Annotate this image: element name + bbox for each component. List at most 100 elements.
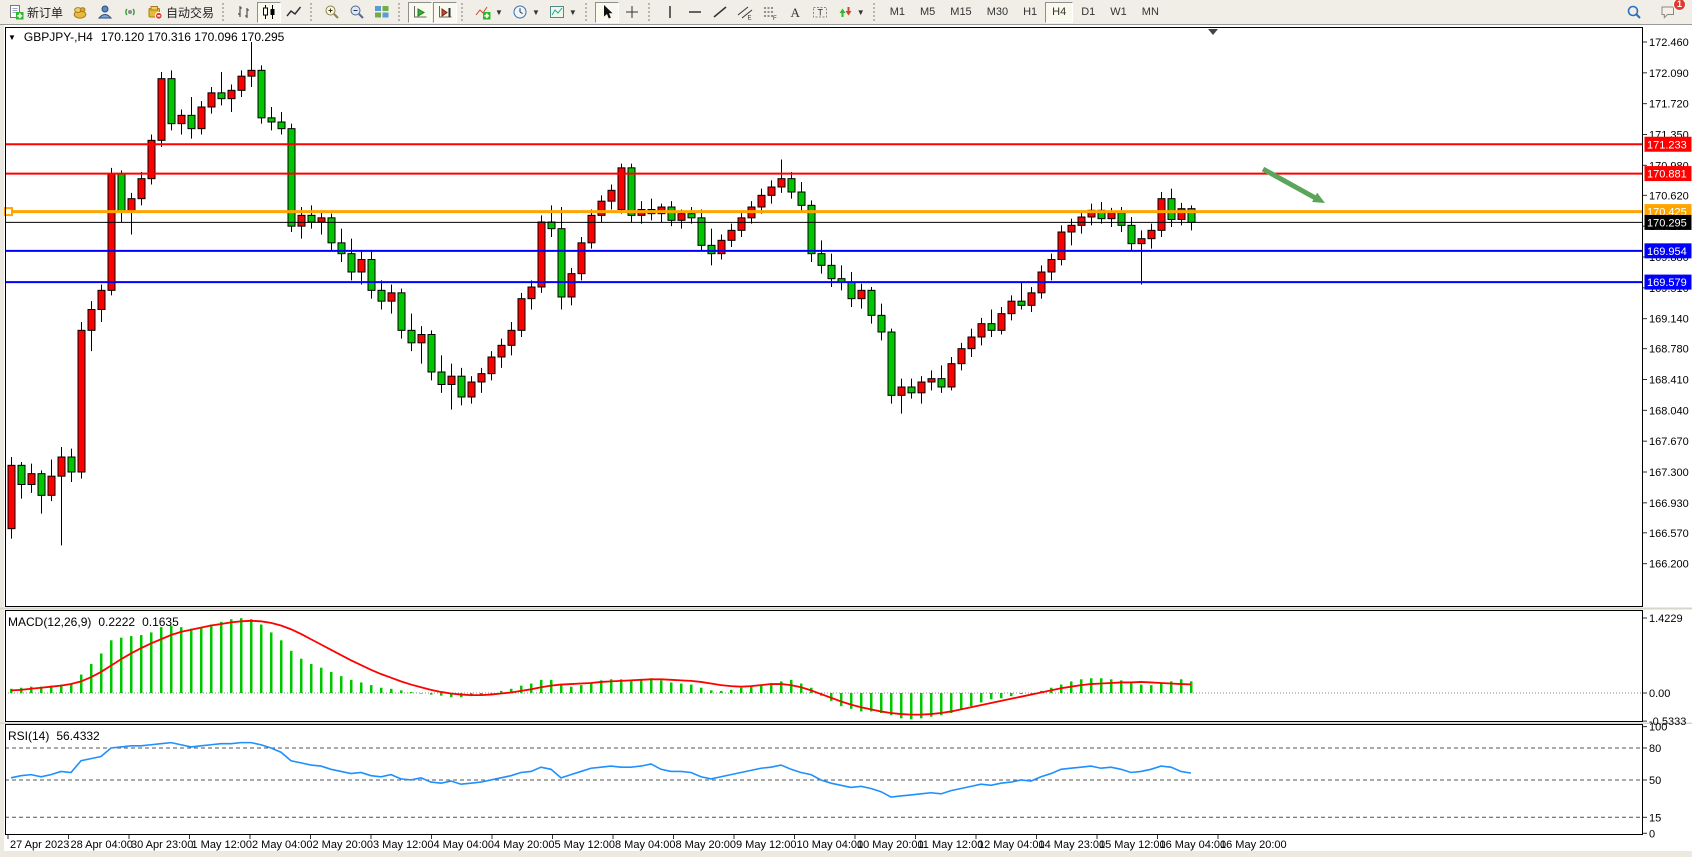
macd-bar [380, 687, 383, 693]
toolbar-button-notifications[interactable]: 1 [1656, 0, 1686, 23]
macd-bar [1160, 683, 1163, 693]
toolbar-button-trendline[interactable] [708, 2, 732, 23]
toolbar-button-profile[interactable] [93, 2, 117, 23]
toolbar-button-arrows[interactable]: ▼ [833, 2, 869, 23]
toolbar-button-w1[interactable]: W1 [1103, 2, 1134, 23]
toolbar-button-text[interactable]: A [783, 2, 807, 23]
toolbar-button-bar-chart[interactable] [232, 2, 256, 23]
candle-body [467, 381, 476, 398]
rsi-label: RSI(14) 56.4332 [8, 729, 100, 743]
bar-chart-icon [236, 4, 252, 20]
macd-pane-background [5, 610, 1643, 722]
time-axis-label: 10 May 20:00 [857, 839, 924, 851]
toolbar-separator [398, 3, 404, 21]
chevron-down-icon[interactable]: ▼ [856, 7, 865, 17]
toolbar-button-horizontal-line[interactable] [683, 2, 707, 23]
arrow-annotation[interactable] [1261, 166, 1325, 203]
toolbar-button-vertical-line[interactable] [658, 2, 682, 23]
macd-bar [110, 640, 113, 693]
macd-bar [850, 693, 853, 709]
chevron-down-icon[interactable]: ▼ [8, 32, 16, 42]
toolbar-button-m30[interactable]: M30 [980, 2, 1015, 23]
price-axis-label: 170.620 [1649, 190, 1689, 202]
candle-body [1077, 216, 1086, 226]
toolbar-button-h1[interactable]: H1 [1016, 2, 1044, 23]
macd-bar [350, 679, 353, 693]
candle-body [807, 204, 816, 255]
candle-body [17, 464, 26, 486]
candles [7, 42, 1196, 546]
macd-bar [870, 693, 873, 712]
chevron-down-icon[interactable]: ▼ [531, 7, 540, 17]
toolbar-button-zoom-out[interactable] [345, 2, 369, 23]
toolbar-button-label: M1 [889, 6, 905, 18]
arrow-shaft[interactable] [1261, 166, 1321, 203]
macd-bar [450, 693, 453, 698]
macd-bar [180, 627, 183, 693]
candle-body [607, 189, 616, 202]
macd-bar [390, 688, 393, 693]
candle-body [487, 356, 496, 375]
candle-body [447, 375, 456, 385]
hline-drag-handle[interactable] [4, 207, 13, 217]
toolbar-button-new-order[interactable]: 新订单 [4, 2, 67, 23]
macd-bar [1010, 693, 1013, 697]
toolbar-button-chart-shift[interactable] [433, 1, 458, 23]
candle-body [217, 92, 226, 100]
candle-body [947, 363, 956, 388]
candle-body [1167, 198, 1176, 221]
macd-axis-label: -0.5333 [1649, 716, 1686, 728]
toolbar-button-m15[interactable]: M15 [943, 2, 978, 23]
toolbar-button-label: H4 [1052, 6, 1067, 18]
candle-body [1057, 231, 1066, 260]
toolbar-button-auto-scroll[interactable] [408, 1, 433, 23]
macd-bar [360, 682, 363, 693]
candle-body [367, 259, 376, 291]
toolbar-button-signals[interactable] [118, 2, 142, 23]
macd-bar [940, 693, 943, 716]
macd-bar [260, 624, 263, 693]
toolbar-button-m1[interactable]: M1 [883, 2, 912, 23]
toolbar-button-line-chart[interactable] [282, 2, 306, 23]
toolbar-button-tile-windows[interactable] [370, 2, 394, 23]
toolbar-button-market[interactable] [68, 2, 92, 23]
chart-shift-marker[interactable] [1208, 29, 1218, 35]
toolbar-button-auto-trading[interactable]: 自动交易 [143, 2, 218, 23]
candle-body [177, 114, 186, 125]
toolbar-button-mn[interactable]: MN [1135, 2, 1166, 23]
toolbar-button-periods[interactable]: ▼ [508, 2, 544, 23]
toolbar-button-fibonacci[interactable]: F [758, 2, 782, 23]
chevron-down-icon[interactable]: ▼ [495, 7, 503, 17]
candle-body [777, 178, 786, 188]
toolbar-button-d1[interactable]: D1 [1074, 2, 1102, 23]
candle-body [1007, 300, 1016, 315]
toolbar-button-cursor[interactable] [594, 1, 619, 23]
toolbar-button-crosshair[interactable] [620, 2, 644, 23]
toolbar-button-h4[interactable]: H4 [1045, 1, 1074, 23]
candle-body [1137, 238, 1146, 245]
macd-bar [300, 658, 303, 693]
toolbar-button-text-label[interactable]: T [808, 2, 832, 23]
chevron-down-icon[interactable]: ▼ [568, 7, 577, 17]
pane-splitter[interactable] [0, 722, 1692, 725]
toolbar-button-equidistant-channel[interactable]: E [733, 2, 757, 23]
rsi-pane-frame [5, 724, 1643, 835]
toolbar-button-label: M15 [950, 6, 972, 18]
candle-body [957, 348, 966, 365]
toolbar-button-templates[interactable]: ▼ [545, 2, 581, 23]
toolbar-button-indicators[interactable]: ▼ [471, 2, 507, 23]
price-axis-label: 172.090 [1649, 68, 1689, 80]
toolbar-button-search[interactable] [1622, 2, 1646, 23]
candle-body [57, 456, 66, 477]
pane-splitter[interactable] [0, 607, 1692, 610]
toolbar-button-m5[interactable]: M5 [913, 2, 942, 23]
toolbar-button-zoom-in[interactable] [320, 2, 344, 23]
price-axis-label: 166.200 [1649, 559, 1689, 571]
price-axis-label: 166.570 [1649, 528, 1689, 540]
price-axis: 172.460172.090171.720171.350170.980170.6… [1643, 37, 1689, 571]
toolbar-button-label: D1 [1081, 6, 1096, 18]
macd-bar [340, 676, 343, 693]
candle-body [87, 309, 96, 331]
toolbar-button-candlestick[interactable] [257, 1, 282, 23]
candle-body [1107, 212, 1116, 220]
